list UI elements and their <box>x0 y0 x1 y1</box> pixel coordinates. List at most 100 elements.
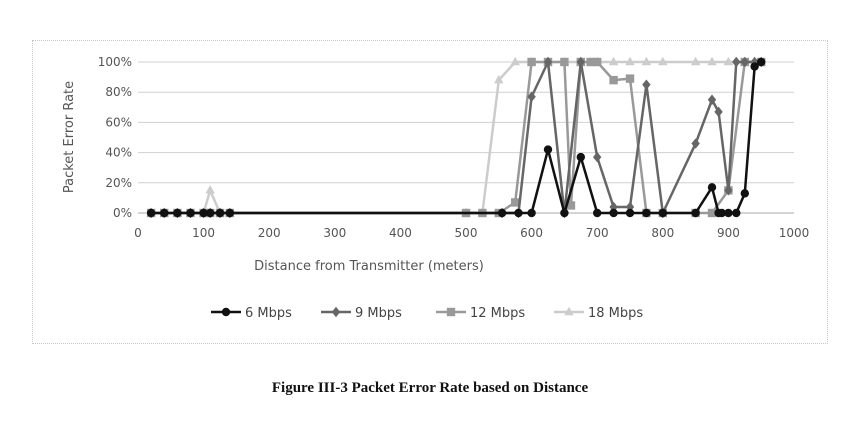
legend-swatch-marker <box>331 306 341 318</box>
data-point <box>593 57 602 67</box>
data-point <box>625 208 635 218</box>
x-tick-label: 900 <box>717 226 740 240</box>
data-point <box>576 56 585 68</box>
legend-item-18-mbps: 18 Mbps <box>554 306 643 321</box>
data-point <box>586 57 595 67</box>
data-point <box>723 56 734 66</box>
data-point <box>566 201 576 210</box>
series-6-mbps <box>146 57 766 218</box>
series-line-9-mbps <box>151 60 762 215</box>
data-point <box>658 208 667 218</box>
grid-layer <box>138 61 794 214</box>
legend-swatch-marker <box>564 306 574 316</box>
packet-error-rate-chart: 0% 20% 40% 60% 80% 100% 0 100 200 300 400 500 600 700… <box>62 55 810 321</box>
y-tick-label: 20% <box>105 176 132 190</box>
data-point <box>199 208 208 218</box>
data-point <box>642 79 651 90</box>
data-point <box>707 94 717 105</box>
series-layer <box>146 56 766 219</box>
data-point <box>527 57 536 67</box>
data-point <box>511 198 520 207</box>
data-point <box>173 208 182 218</box>
data-point <box>609 208 618 218</box>
data-point <box>593 151 602 163</box>
data-point <box>527 208 536 218</box>
data-point <box>593 208 602 218</box>
y-tick-label: 100% <box>98 55 132 69</box>
data-point <box>225 208 235 218</box>
data-point <box>576 152 585 162</box>
figure-caption: Figure III-3 Packet Error Rate based on … <box>271 380 589 396</box>
y-tick-label: 80% <box>105 85 132 99</box>
x-tick-label: 500 <box>455 226 478 240</box>
data-point <box>625 74 635 83</box>
data-point <box>510 56 520 66</box>
legend-label: 18 Mbps <box>588 306 643 321</box>
data-point <box>497 208 507 218</box>
data-point <box>707 208 717 218</box>
data-point <box>714 106 723 118</box>
legend-label: 6 Mbps <box>245 306 292 321</box>
legend-item-12-mbps: 12 Mbps <box>436 306 525 321</box>
data-point <box>494 74 504 84</box>
series-line-18-mbps <box>151 60 762 215</box>
data-point <box>186 208 195 218</box>
data-point <box>707 183 717 192</box>
data-point <box>691 208 700 218</box>
legend-item-6-mbps: 6 Mbps <box>211 306 292 321</box>
data-point <box>757 57 766 67</box>
data-point <box>732 56 741 68</box>
data-point <box>691 138 700 149</box>
data-point <box>514 208 523 218</box>
data-point <box>732 208 741 218</box>
x-tick-label: 0 <box>134 226 142 240</box>
data-point <box>146 208 156 218</box>
legend: 6 Mbps 9 Mbps 12 Mbps 18 Mbps <box>211 306 643 321</box>
y-tick-label: 60% <box>105 115 132 129</box>
x-tick-label: 300 <box>323 226 346 240</box>
series-line-12-mbps <box>151 60 762 215</box>
data-point <box>609 75 618 85</box>
x-tick-label: 100 <box>192 226 215 240</box>
data-point <box>543 145 553 154</box>
legend-label: 9 Mbps <box>355 306 402 321</box>
data-point <box>642 208 651 218</box>
data-point <box>527 91 536 102</box>
x-tick-label: 400 <box>389 226 412 240</box>
series-line-6-mbps <box>151 60 762 215</box>
x-tick-label: 700 <box>586 226 609 240</box>
x-tick-label: 800 <box>651 226 674 240</box>
legend-swatch-marker <box>221 307 231 317</box>
data-point <box>205 185 215 194</box>
data-point <box>205 208 215 218</box>
data-point <box>160 208 169 218</box>
data-point <box>543 56 553 68</box>
data-point <box>215 208 225 218</box>
chart-frame: 0% 20% 40% 60% 80% 100% 0 100 200 300 400 500 600 700… <box>32 40 828 344</box>
x-tick-label: 200 <box>258 226 281 240</box>
data-point <box>690 56 701 66</box>
legend-item-9-mbps: 9 Mbps <box>321 306 402 321</box>
data-point <box>724 208 733 218</box>
data-point <box>641 56 652 66</box>
data-point <box>724 185 733 196</box>
x-axis-title: Distance from Transmitter (meters) <box>254 259 484 274</box>
data-point <box>717 208 727 218</box>
data-point <box>560 57 569 67</box>
x-tick-label: 600 <box>520 226 543 240</box>
data-point <box>740 189 749 198</box>
x-tick-label: 1000 <box>779 226 810 240</box>
data-point <box>625 56 635 66</box>
data-point <box>560 208 569 218</box>
series-9-mbps <box>146 56 766 219</box>
data-point <box>707 56 717 66</box>
data-point <box>740 56 749 68</box>
data-point <box>608 56 619 66</box>
y-tick-label: 0% <box>113 206 132 220</box>
y-axis-title: Packet Error Rate <box>62 81 77 193</box>
legend-label: 12 Mbps <box>470 306 525 321</box>
data-point <box>750 62 759 71</box>
legend-swatch-marker <box>446 307 456 317</box>
y-tick-label: 40% <box>105 146 132 160</box>
data-point <box>658 56 668 66</box>
